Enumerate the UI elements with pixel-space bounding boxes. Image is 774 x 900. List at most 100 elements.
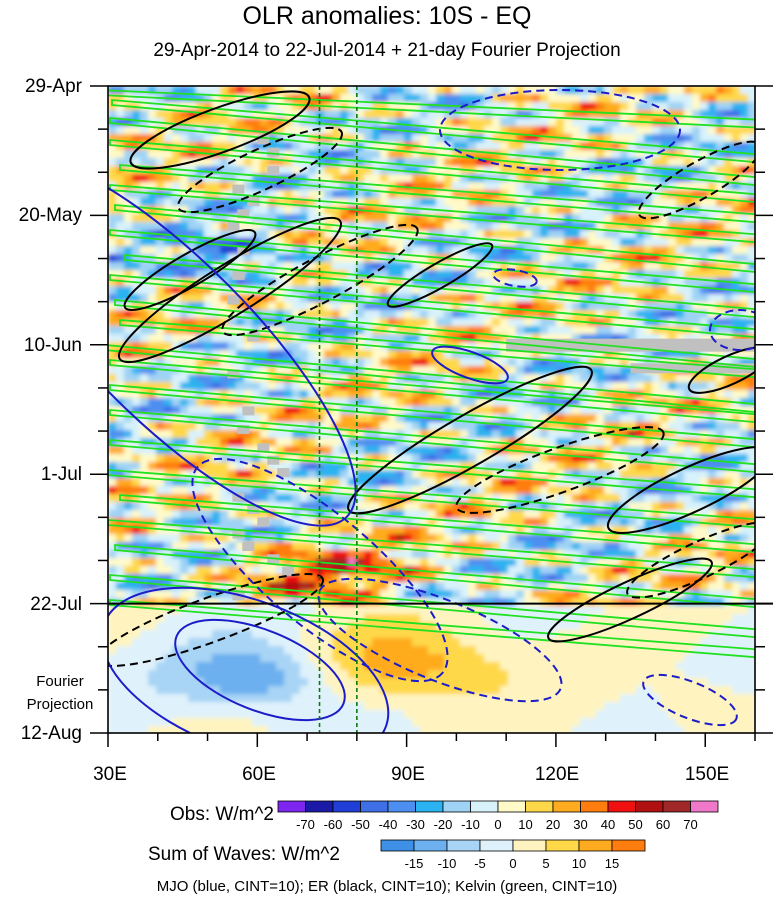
kelvin-contour bbox=[111, 99, 755, 164]
projection-label-line1: Fourier bbox=[36, 673, 84, 690]
er-contour bbox=[455, 426, 665, 514]
y-tick-label: 29-Apr bbox=[24, 76, 82, 97]
colorbar-cell bbox=[332, 800, 361, 813]
er-contour bbox=[606, 446, 755, 534]
mjo-contour bbox=[492, 268, 538, 288]
missing-cell bbox=[242, 541, 255, 551]
colorbar-tick-label: 40 bbox=[601, 817, 615, 832]
er-contour bbox=[637, 140, 755, 220]
missing-cell bbox=[257, 443, 270, 453]
er-contour bbox=[129, 90, 311, 170]
kelvin-contour bbox=[114, 204, 755, 273]
colorbar-tick-label: -15 bbox=[405, 856, 424, 871]
mjo-contour bbox=[174, 618, 346, 722]
projection-label: Fourier Projection bbox=[20, 670, 100, 716]
colorbar-tick-label: 5 bbox=[542, 856, 549, 871]
colorbar-cell bbox=[525, 800, 554, 813]
colorbar-cell bbox=[470, 800, 499, 813]
er-contour bbox=[626, 521, 755, 599]
colorbar-cell bbox=[635, 800, 664, 813]
y-tick-label: 10-Jun bbox=[23, 335, 82, 356]
missing-cell bbox=[227, 369, 240, 379]
colorbar-cell bbox=[387, 800, 416, 813]
missing-cell bbox=[267, 455, 280, 465]
missing-cell bbox=[506, 338, 755, 352]
contour-legend-note: MJO (blue, CINT=10); ER (black, CINT=10)… bbox=[156, 878, 618, 895]
colorbar-tick-label: 30 bbox=[573, 817, 587, 832]
missing-cell bbox=[277, 468, 290, 478]
kelvin-contour bbox=[119, 319, 755, 379]
colorbar-cell bbox=[305, 800, 334, 813]
colorbar-tick-label: 0 bbox=[509, 856, 516, 871]
kelvin-contour bbox=[109, 139, 755, 204]
missing-cell bbox=[257, 517, 270, 527]
x-tick-label: 60E bbox=[242, 764, 276, 785]
x-tick-label: 30E bbox=[93, 764, 127, 785]
kelvin-contour bbox=[109, 117, 755, 186]
mjo-contour bbox=[709, 309, 755, 351]
missing-cell bbox=[227, 295, 240, 305]
colorbar-tick-label: -40 bbox=[379, 817, 398, 832]
colorbar-tick-label: -70 bbox=[296, 817, 315, 832]
colorbar-cell bbox=[545, 839, 580, 852]
colorbar-tick-label: -60 bbox=[324, 817, 343, 832]
missing-cell bbox=[232, 492, 245, 502]
colorbar-tick-label: 20 bbox=[546, 817, 560, 832]
missing-cell bbox=[237, 209, 250, 219]
colorbar-tick-label: -50 bbox=[351, 817, 370, 832]
missing-cell bbox=[630, 363, 755, 374]
er-contour bbox=[386, 242, 494, 308]
kelvin-contour bbox=[109, 439, 755, 499]
x-tick-label: 120E bbox=[534, 764, 580, 785]
mjo-contour bbox=[108, 153, 357, 527]
kelvin-contour bbox=[124, 254, 755, 318]
colorbar-cell bbox=[607, 800, 636, 813]
kelvin-contour bbox=[108, 344, 755, 413]
missing-cell bbox=[267, 147, 280, 157]
waves-colorbar-title: Sum of Waves: W/m^2 bbox=[148, 844, 340, 865]
y-tick-label: 20-May bbox=[18, 205, 82, 226]
colorbar-cell bbox=[578, 839, 613, 852]
colorbar-cell bbox=[580, 800, 609, 813]
colorbar-cell bbox=[611, 839, 646, 852]
colorbar-cell bbox=[442, 800, 471, 813]
colorbar-cell bbox=[380, 839, 415, 852]
colorbar-cell bbox=[479, 839, 514, 852]
missing-cell bbox=[247, 505, 260, 515]
colorbar-tick-label: 0 bbox=[494, 817, 501, 832]
colorbar-tick-label: -5 bbox=[474, 856, 486, 871]
colorbar-cell bbox=[512, 839, 547, 852]
missing-cell bbox=[232, 529, 245, 539]
colorbar-tick-label: 10 bbox=[518, 817, 532, 832]
er-contour bbox=[547, 557, 713, 643]
colorbar-tick-label: -10 bbox=[461, 817, 480, 832]
missing-cell bbox=[257, 135, 270, 145]
missing-cell bbox=[232, 270, 245, 280]
colorbar-tick-label: 70 bbox=[683, 817, 697, 832]
projection-label-line2: Projection bbox=[26, 696, 94, 713]
x-tick-label: 150E bbox=[684, 764, 730, 785]
y-tick-label: 22-Jul bbox=[30, 594, 82, 615]
kelvin-contour bbox=[119, 164, 755, 224]
kelvin-contour bbox=[109, 359, 755, 424]
missing-cell bbox=[227, 221, 240, 231]
missing-cell bbox=[237, 424, 250, 434]
mjo-contour bbox=[191, 457, 449, 683]
kelvin-contour bbox=[109, 384, 755, 449]
kelvin-contour bbox=[114, 544, 755, 609]
colorbar-cell bbox=[690, 800, 719, 813]
colorbar-cell bbox=[413, 839, 448, 852]
kelvin-contour bbox=[109, 274, 755, 339]
kelvin-contour bbox=[108, 89, 755, 129]
waves-colorbar: -15 -10 -5 0 5 10 15 bbox=[380, 839, 646, 871]
er-contour bbox=[176, 126, 344, 214]
colorbar-tick-label: 10 bbox=[572, 856, 586, 871]
colorbar-tick-label: -10 bbox=[438, 856, 457, 871]
plot-frame bbox=[107, 85, 756, 734]
colorbar-tick-label: -20 bbox=[434, 817, 453, 832]
missing-cell bbox=[282, 566, 295, 576]
colorbar-cell bbox=[446, 839, 481, 852]
kelvin-contour bbox=[109, 574, 755, 639]
missing-cell bbox=[247, 332, 260, 342]
